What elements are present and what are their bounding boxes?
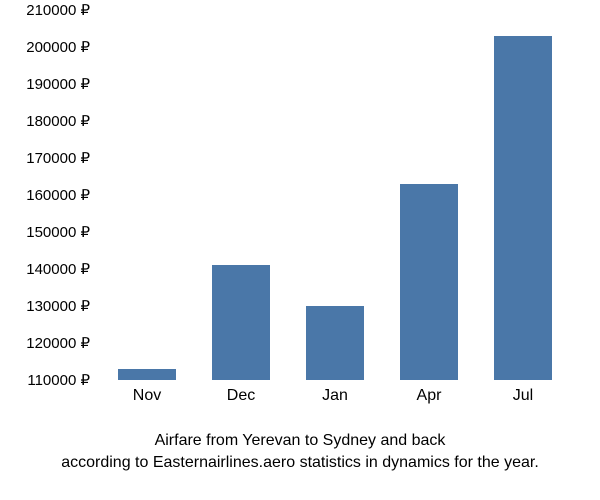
y-tick-label: 210000 ₽ <box>26 1 90 19</box>
x-axis: Nov Dec Jan Apr Jul <box>100 385 570 415</box>
x-tick-label: Dec <box>227 387 255 405</box>
y-tick-label: 140000 ₽ <box>26 260 90 278</box>
y-tick-label: 160000 ₽ <box>26 186 90 204</box>
airfare-bar-chart: 110000 ₽ 120000 ₽ 130000 ₽ 140000 ₽ 150000 ₽… <box>0 0 600 500</box>
bar <box>494 36 552 380</box>
x-tick-label: Jul <box>513 387 533 405</box>
chart-caption: Airfare from Yerevan to Sydney and back … <box>0 430 600 475</box>
x-tick-label: Jan <box>322 387 348 405</box>
y-tick-label: 170000 ₽ <box>26 149 90 167</box>
bar <box>400 184 458 380</box>
caption-line-2: according to Easternairlines.aero statis… <box>61 454 539 471</box>
y-tick-label: 150000 ₽ <box>26 223 90 241</box>
caption-line-1: Airfare from Yerevan to Sydney and back <box>155 432 446 449</box>
y-axis: 110000 ₽120000 ₽130000 ₽140000 ₽150000 ₽… <box>0 10 95 380</box>
x-tick-label: Apr <box>417 387 442 405</box>
y-tick-label: 180000 ₽ <box>26 112 90 130</box>
y-tick-label: 190000 ₽ <box>26 75 90 93</box>
bar <box>306 306 364 380</box>
bar <box>118 369 176 380</box>
bar <box>212 265 270 380</box>
plot-area <box>100 10 570 380</box>
y-tick-label: 110000 ₽ <box>27 371 90 389</box>
y-tick-label: 130000 ₽ <box>26 297 90 315</box>
x-tick-label: Nov <box>133 387 161 405</box>
y-tick-label: 200000 ₽ <box>26 38 90 56</box>
y-tick-label: 120000 ₽ <box>26 334 90 352</box>
